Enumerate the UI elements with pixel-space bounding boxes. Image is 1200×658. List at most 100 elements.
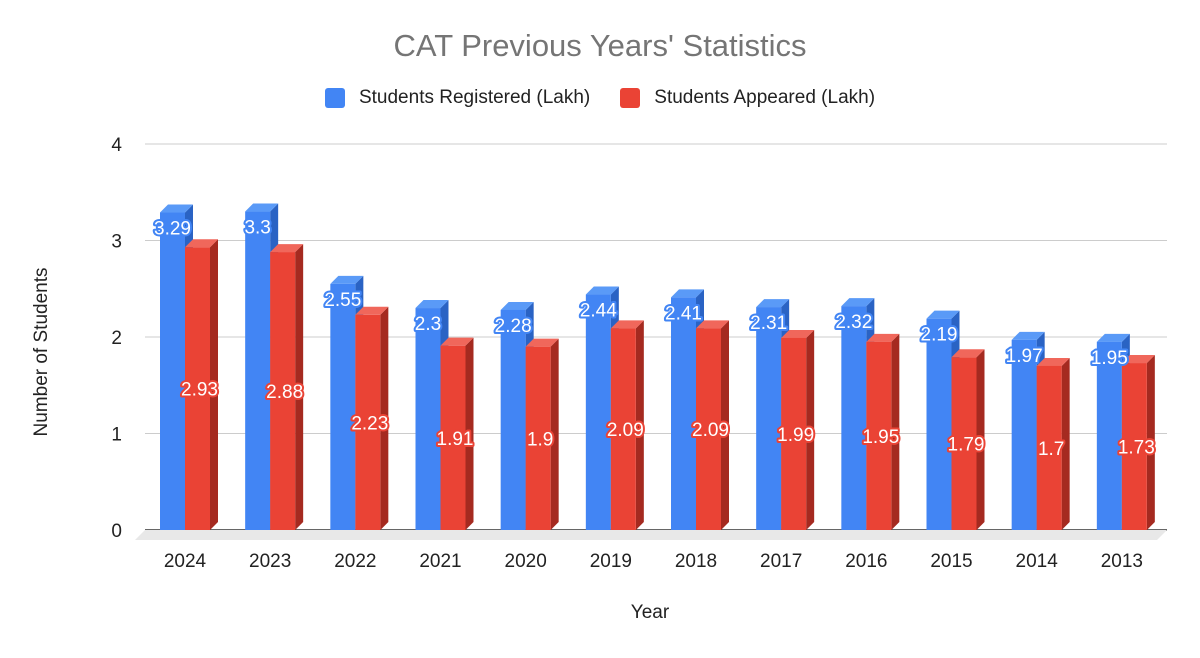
x-tick-label: 2015	[930, 551, 972, 572]
x-tick-label: 2016	[845, 551, 887, 572]
bar-registered	[415, 308, 441, 530]
bar-top	[330, 275, 364, 284]
bar-top	[756, 299, 790, 308]
y-tick-label: 4	[111, 135, 122, 156]
bar-appeared	[696, 328, 721, 530]
bar-top	[415, 300, 449, 309]
bar-appeared	[781, 337, 807, 530]
x-tick-label: 2019	[590, 551, 632, 572]
bar-appeared	[355, 314, 381, 530]
bar-registered	[841, 306, 867, 530]
data-label-registered: 1.97	[1006, 346, 1043, 367]
bar-top	[525, 338, 559, 347]
bar-top	[270, 244, 304, 253]
bar-registered	[756, 307, 782, 530]
bar-top	[1121, 355, 1155, 364]
legend-label-appeared: Students Appeared (Lakh)	[654, 87, 876, 108]
chart-title: CAT Previous Years' Statistics	[393, 28, 807, 63]
bar-side	[635, 320, 644, 530]
data-label-appeared: 2.09	[692, 420, 729, 441]
bar-top	[1011, 331, 1045, 340]
x-tick-label: 2023	[249, 551, 291, 572]
x-tick-label: 2018	[675, 551, 717, 572]
data-label-registered: 2.44	[580, 301, 617, 322]
data-label-registered: 2.3	[415, 314, 441, 335]
data-label-registered: 3.29	[154, 219, 191, 240]
bar-appeared	[270, 252, 296, 530]
data-label-appeared: 1.95	[862, 427, 899, 448]
bar-top	[245, 203, 279, 212]
bar-side	[721, 320, 729, 530]
bar-side	[465, 337, 474, 530]
data-label-appeared: 1.7	[1038, 439, 1064, 460]
bar-top	[355, 306, 389, 315]
bar-top	[585, 286, 619, 295]
legend-swatch-appeared	[620, 88, 641, 108]
data-label-appeared: 1.99	[777, 425, 814, 446]
bar-appeared	[1121, 363, 1147, 530]
data-label-appeared: 1.79	[948, 435, 985, 456]
bar-registered	[160, 212, 185, 530]
bar-side	[1146, 355, 1155, 530]
bar-appeared	[951, 357, 977, 530]
legend-swatch-registered	[324, 88, 345, 108]
bar-side	[806, 329, 815, 530]
x-tick-label: 2020	[505, 551, 547, 572]
data-label-appeared: 2.93	[181, 380, 218, 401]
bar-side	[550, 338, 559, 530]
bar-top	[926, 310, 960, 319]
data-label-registered: 1.95	[1091, 348, 1128, 369]
legend-item-appeared[interactable]: Students Appeared (Lakh)	[620, 87, 875, 109]
bar-appeared	[185, 247, 210, 530]
bar-appeared	[610, 328, 636, 530]
data-label-registered: 2.55	[324, 290, 361, 311]
bar-registered	[500, 309, 526, 530]
data-label-registered: 3.3	[244, 218, 270, 239]
bar-appeared	[525, 346, 551, 530]
bar-appeared	[1036, 365, 1062, 530]
x-tick-label: 2024	[164, 551, 207, 572]
x-tick-label: 2017	[760, 551, 802, 572]
data-label-appeared: 1.91	[437, 429, 474, 450]
bar-registered	[671, 297, 696, 530]
y-tick-label: 1	[111, 425, 122, 446]
bar-top	[1036, 357, 1070, 366]
legend-item-registered[interactable]: Students Registered (Lakh)	[324, 87, 591, 109]
bar-registered	[1011, 339, 1037, 530]
bar-side	[976, 349, 985, 530]
data-label-appeared: 1.73	[1118, 438, 1155, 459]
bar-registered	[245, 211, 271, 531]
x-tick-label: 2014	[1016, 551, 1059, 572]
bar-top	[1096, 333, 1130, 342]
x-axis-label: Year	[630, 602, 670, 623]
x-tick-label: 2021	[419, 551, 461, 572]
bar-registered	[330, 283, 356, 530]
bar-top	[671, 289, 704, 298]
bar-registered	[926, 318, 952, 530]
x-tick-label: 2013	[1101, 551, 1143, 572]
data-label-appeared: 2.88	[266, 382, 303, 403]
bar-side	[295, 244, 304, 530]
bar-appeared	[866, 341, 892, 530]
data-label-registered: 2.32	[835, 312, 872, 333]
y-tick-label: 0	[111, 521, 122, 542]
data-label-appeared: 1.9	[527, 429, 553, 450]
data-label-appeared: 2.09	[607, 420, 644, 441]
bar-top	[500, 301, 534, 310]
chart-floor	[135, 530, 1167, 540]
bar-side	[380, 306, 389, 530]
y-tick-label: 3	[111, 232, 122, 253]
legend-label-registered: Students Registered (Lakh)	[358, 87, 591, 108]
bar-top	[185, 239, 218, 248]
bar-top	[160, 204, 193, 213]
bar-appeared	[440, 345, 466, 530]
data-label-registered: 2.41	[665, 303, 702, 324]
data-label-registered: 2.28	[495, 316, 532, 337]
data-label-appeared: 2.23	[351, 413, 388, 434]
data-label-registered: 2.19	[921, 325, 958, 346]
bar-top	[841, 298, 875, 307]
bar-top	[866, 333, 900, 342]
bar-side	[210, 239, 218, 530]
bar-side	[891, 333, 900, 530]
data-label-registered: 2.31	[750, 313, 787, 334]
